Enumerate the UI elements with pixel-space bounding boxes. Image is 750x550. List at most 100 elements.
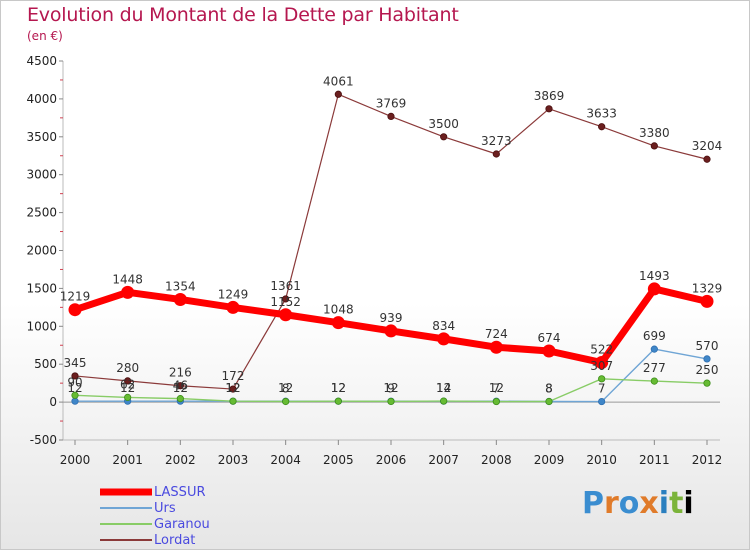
data-label-lordat: 216: [169, 366, 192, 380]
data-point-lassur: [331, 316, 345, 330]
x-tick-label: 2006: [376, 453, 407, 467]
y-tick-label: 4500: [26, 54, 57, 68]
data-point-lordat: [650, 142, 658, 150]
data-label-garanou: 90: [67, 375, 82, 389]
data-point-garanou: [176, 395, 184, 403]
data-label-urs: 570: [696, 339, 719, 353]
data-point-garanou: [492, 397, 500, 406]
data-label-lassur: 1219: [60, 290, 91, 304]
x-tick-label: 2011: [639, 453, 670, 467]
data-label-lordat: 3869: [534, 89, 565, 103]
data-label-garanou: 7: [493, 382, 501, 396]
data-label-garanou: 46: [173, 379, 188, 393]
data-label-garanou: 250: [696, 363, 719, 377]
data-label-urs: 12: [173, 381, 188, 395]
data-label-garanou: 62: [120, 377, 135, 391]
data-label-lassur: 1249: [218, 287, 249, 301]
legend-label: LASSUR: [154, 484, 206, 500]
data-label-urs: 12: [225, 381, 240, 395]
data-point-lordat: [334, 90, 342, 98]
data-point-garanou: [387, 397, 395, 406]
series-points: [68, 90, 714, 406]
data-point-lassur: [700, 294, 714, 308]
data-label-lassur: 939: [380, 311, 403, 325]
x-tick-label: 2009: [534, 453, 565, 467]
data-point-lassur: [489, 340, 503, 354]
data-label-garanou: 8: [282, 381, 290, 395]
data-point-lassur: [121, 285, 135, 299]
data-label-lordat: 3633: [586, 107, 617, 121]
data-label-lordat: 1361: [270, 279, 301, 293]
data-label-urs: 12: [120, 381, 135, 395]
data-label-garanou: 307: [590, 359, 613, 373]
data-label-lassur: 834: [432, 319, 455, 333]
data-point-lassur: [226, 300, 240, 314]
y-tick-label: 3000: [26, 168, 57, 182]
x-tick-label: 2010: [586, 453, 617, 467]
data-point-garanou: [229, 397, 237, 405]
x-tick-label: 2001: [112, 453, 143, 467]
data-point-lordat: [387, 112, 395, 121]
data-label-lordat: 3273: [481, 134, 512, 148]
proxiti-logo: Proxiti: [582, 486, 694, 521]
legend-item: Urs: [100, 500, 210, 516]
data-label-urs: 12: [278, 381, 293, 395]
data-label-urs: 12: [436, 381, 451, 395]
y-tick-label: 2500: [26, 206, 57, 220]
data-label-lordat: 4061: [323, 74, 354, 88]
legend-label: Garanou: [154, 516, 210, 532]
data-point-urs: [650, 345, 658, 353]
data-label-urs: 12: [331, 381, 346, 395]
data-point-lassur: [384, 324, 398, 338]
legend-label: Urs: [154, 500, 176, 516]
data-point-lordat: [598, 123, 606, 131]
legend-swatch-lassur: [100, 488, 152, 496]
data-label-lordat: 3380: [639, 126, 670, 140]
data-point-garanou: [598, 375, 606, 383]
data-label-lordat: 345: [64, 356, 87, 370]
data-label-lordat: 280: [116, 361, 139, 375]
data-point-urs: [703, 355, 711, 363]
data-label-lassur: 724: [485, 327, 508, 341]
data-point-lassur: [279, 308, 293, 322]
data-point-lassur: [647, 282, 661, 296]
data-point-garanou: [71, 391, 79, 399]
y-tick-label: 1500: [26, 281, 57, 295]
data-label-lassur: 1448: [112, 272, 143, 286]
data-point-garanou: [703, 379, 711, 387]
legend-item: Lordat: [100, 532, 210, 548]
data-point-lassur: [542, 344, 556, 358]
legend-label: Lordat: [154, 532, 196, 548]
data-point-lordat: [440, 133, 448, 141]
data-point-urs: [71, 397, 79, 405]
data-point-lordat: [282, 295, 290, 303]
data-label-garanou: 277: [643, 361, 666, 375]
data-point-lordat: [703, 155, 711, 163]
data-point-lordat: [124, 377, 132, 385]
data-point-lassur: [68, 303, 82, 317]
x-tick-label: 2003: [218, 453, 249, 467]
data-label-urs: 8: [545, 381, 553, 395]
chart-title: Evolution du Montant de la Dette par Hab…: [27, 4, 459, 26]
x-tick-label: 2004: [270, 453, 301, 467]
data-point-garanou: [334, 397, 342, 405]
data-label-garanou: 12: [225, 381, 240, 395]
legend-item: Garanou: [100, 516, 210, 532]
y-tick-label: 1000: [26, 319, 57, 333]
data-label-urs: 12: [383, 381, 398, 395]
y-tick-label: 500: [34, 357, 57, 371]
data-point-garanou: [545, 397, 553, 406]
data-point-lordat: [229, 385, 237, 393]
chart-subtitle: (en €): [27, 29, 63, 43]
y-tick-label: -500: [30, 433, 57, 447]
data-label-urs: 12: [67, 381, 82, 395]
data-label-lordat: 172: [222, 369, 245, 383]
x-tick-label: 2000: [60, 453, 91, 467]
axes: -500 0 500 1000 1500 2000 2500 3000 3500 4000 4500…: [26, 54, 722, 467]
data-label-garanou: 14: [436, 381, 451, 395]
y-tick-label: 0: [49, 395, 57, 409]
data-labels: 1219 1448 1354 1249 1152 1048 939 834 724 674 522 1…: [60, 74, 723, 395]
x-tick-label: 2007: [428, 453, 459, 467]
